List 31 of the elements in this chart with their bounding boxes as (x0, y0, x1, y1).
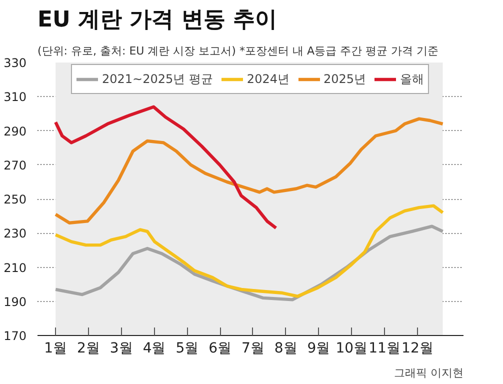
y-tick-label: 310 (4, 90, 26, 104)
x-tick-label: 11월 (368, 340, 400, 356)
x-tick-label: 1월 (44, 340, 68, 356)
y-tick-label: 270 (4, 158, 26, 172)
chart-subtitle: (단위: 유로, 출처: EU 계란 시장 보고서) *포장센터 내 A등급 주간 평균 가격 기준 (38, 44, 438, 58)
chart-title: EU 계란 가격 변동 추이 (38, 8, 278, 32)
line-series (54, 204, 444, 298)
x-tick-label: 6월 (208, 340, 232, 356)
y-tick-label: 190 (4, 294, 26, 309)
x-tick-label: 3월 (110, 340, 133, 356)
y-tick-label: 250 (4, 192, 26, 206)
x-tick-label: 7월 (242, 340, 264, 356)
line-series (54, 105, 278, 230)
text: 그래픽 이지현 (394, 366, 464, 380)
y-tick-label: 170 (4, 329, 26, 343)
x-tick-label: 10월 (336, 340, 368, 356)
legend-label: 2021~2025년 평균 (102, 70, 213, 88)
legend-label: 2025년 (323, 70, 366, 88)
x-tick-label: 5월 (176, 340, 199, 356)
x-tick-label: 2월 (77, 340, 100, 356)
y-tick-label: 290 (4, 124, 26, 138)
x-tick-label: 12월 (402, 340, 434, 356)
line-series (54, 117, 444, 224)
x-tick-label: 9월 (307, 340, 330, 356)
y-tick-label: 230 (4, 226, 26, 241)
legend-label: 2024년 (246, 70, 290, 88)
y-tick-label: 210 (4, 260, 26, 275)
x-tick-label: 8월 (274, 340, 298, 356)
legend-label: 올해 (400, 70, 424, 88)
y-tick-label: 330 (4, 56, 26, 70)
x-tick-label: 4월 (142, 340, 166, 356)
